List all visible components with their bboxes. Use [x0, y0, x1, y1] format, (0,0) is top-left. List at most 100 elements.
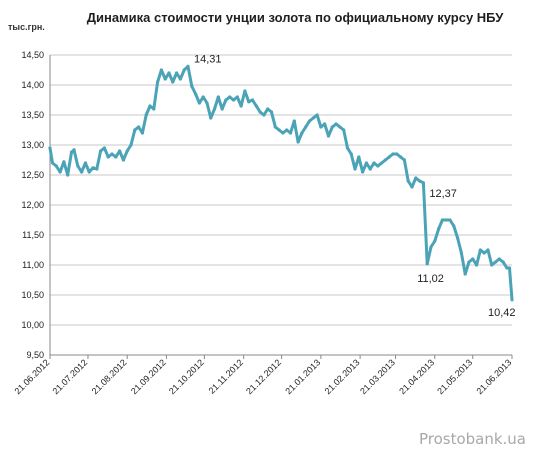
data-point [399, 155, 403, 159]
data-point [474, 263, 479, 267]
data-point [220, 107, 224, 111]
data-point [361, 170, 365, 174]
data-point [440, 218, 444, 222]
y-tick-label: 12,00 [21, 200, 44, 210]
data-point [459, 251, 463, 255]
data-point [338, 125, 342, 129]
x-tick-label: 21.09.2012 [129, 357, 168, 396]
data-point [497, 257, 501, 261]
data-point [315, 113, 319, 117]
data-point [383, 158, 388, 162]
data-point [148, 104, 152, 108]
data-point [326, 134, 331, 138]
data-point [54, 164, 58, 168]
y-tick-label: 11,00 [22, 260, 44, 270]
data-point [163, 77, 167, 81]
x-tick-label: 21.07.2012 [50, 357, 89, 396]
data-point [323, 122, 327, 126]
data-point [66, 173, 70, 177]
data-point [501, 260, 505, 264]
data-point [292, 119, 296, 123]
data-point [250, 98, 255, 102]
data-point [288, 131, 293, 135]
x-tick-label: 21.10.2012 [167, 357, 206, 396]
y-axis-unit-label: тыс.грн. [8, 22, 45, 32]
data-point [478, 248, 482, 252]
x-tick-label: 21.02.2013 [323, 357, 362, 396]
x-tick-label: 21.03.2013 [358, 357, 397, 396]
data-point [129, 143, 133, 147]
data-point [433, 239, 437, 243]
data-point [91, 166, 95, 170]
data-point [380, 161, 384, 165]
chart-title: Динамика стоимости унции золота по офици… [86, 10, 504, 25]
data-point [110, 152, 114, 156]
data-point [76, 164, 80, 168]
data-point [357, 155, 361, 159]
data-point [311, 116, 315, 120]
data-point [307, 119, 312, 123]
data-point [277, 128, 281, 132]
data-point [414, 176, 418, 180]
data-point [224, 98, 228, 102]
data-point [281, 131, 285, 135]
data-label: 14,31 [194, 53, 222, 65]
data-point [402, 158, 407, 162]
data-point [140, 131, 144, 135]
data-point [212, 107, 217, 111]
data-point [50, 161, 55, 165]
data-point [418, 179, 422, 183]
data-point [209, 116, 213, 120]
data-label: 11,02 [417, 273, 444, 285]
data-point [231, 98, 236, 102]
x-tick-label: 21.04.2013 [397, 357, 436, 396]
data-point [197, 101, 201, 105]
data-point [69, 150, 74, 154]
data-point [167, 71, 171, 75]
y-tick-label: 12,50 [21, 170, 44, 180]
data-point [304, 125, 308, 129]
data-point [95, 167, 99, 171]
data-point [410, 185, 414, 189]
data-point [114, 155, 118, 159]
data-point [235, 95, 239, 99]
data-point [80, 170, 84, 174]
data-point [178, 77, 182, 81]
y-tick-label: 10,00 [21, 320, 44, 330]
data-point [376, 164, 380, 168]
data-point [507, 266, 512, 270]
data-point [372, 161, 376, 165]
data-point [201, 95, 205, 99]
y-tick-label: 10,50 [21, 290, 44, 300]
x-tick-label: 21.01.2013 [283, 357, 322, 396]
data-point [121, 158, 126, 162]
series-line [48, 64, 514, 302]
data-point [269, 110, 274, 114]
x-tick-label: 21.06.2012 [12, 357, 51, 396]
data-point [330, 125, 334, 129]
y-tick-label: 13,50 [21, 110, 44, 120]
data-point [228, 95, 232, 99]
data-point [258, 110, 262, 114]
data-point [182, 68, 186, 72]
data-point [239, 104, 243, 108]
data-point [205, 101, 209, 105]
data-point [186, 64, 190, 68]
data-point [490, 263, 494, 267]
data-point [482, 251, 486, 255]
data-point [349, 152, 353, 156]
data-point [58, 170, 62, 174]
data-point [155, 80, 160, 84]
data-point [48, 146, 52, 150]
data-point [171, 80, 175, 84]
y-tick-label: 14,50 [21, 50, 44, 60]
data-point [444, 218, 448, 222]
data-point [448, 218, 452, 222]
y-tick-label: 11,50 [22, 230, 44, 240]
data-point [118, 149, 122, 153]
data-point [273, 125, 277, 129]
data-point [190, 84, 194, 88]
data-point [133, 128, 137, 132]
x-tick-label: 21.06.2013 [474, 357, 513, 396]
